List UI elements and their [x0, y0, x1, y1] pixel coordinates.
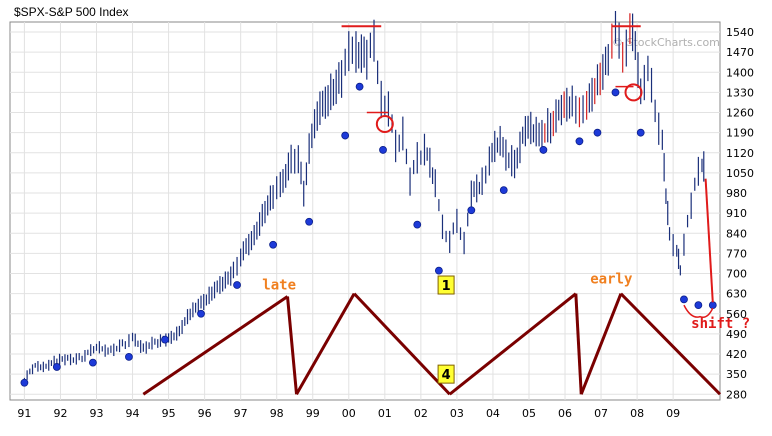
- x-tick-label: 09: [666, 407, 680, 420]
- x-tick-label: 01: [378, 407, 392, 420]
- y-tick-label: 1470: [726, 46, 754, 59]
- y-tick-label: 1540: [726, 26, 754, 39]
- x-tick-label: 99: [306, 407, 320, 420]
- plot-frame: [9, 21, 721, 401]
- x-tick-label: 92: [53, 407, 67, 420]
- annotation-early: early: [590, 272, 633, 288]
- signal-dot: [467, 206, 476, 215]
- signal-dot: [161, 335, 169, 344]
- signal-dot: [355, 82, 364, 91]
- signal-dot: [694, 301, 703, 310]
- x-tick-label: 07: [594, 407, 608, 420]
- signal-dot: [539, 146, 548, 154]
- cycle-line: [142, 295, 289, 396]
- x-tick-label: 03: [450, 407, 464, 420]
- x-tick-label: 96: [198, 407, 212, 420]
- cycle-1-box: [437, 275, 455, 295]
- y-tick-label: 840: [726, 227, 747, 240]
- cycle-line: [448, 292, 577, 396]
- cycle-line: [619, 292, 722, 396]
- y-tick-label: 1190: [726, 127, 754, 140]
- cycle-4-label: 4: [442, 368, 451, 383]
- y-tick-label: 980: [726, 187, 747, 200]
- x-tick-label: 91: [17, 407, 31, 420]
- y-tick-label: 1120: [726, 147, 754, 160]
- signal-dot: [197, 309, 205, 318]
- signal-dot: [20, 378, 29, 387]
- y-tick-label: 560: [726, 308, 747, 321]
- projection-line: [704, 178, 714, 303]
- cycle-line: [353, 292, 451, 396]
- x-tick-label: 97: [234, 407, 248, 420]
- chart-title: $SPX-S&P 500 Index: [14, 5, 129, 19]
- y-tick-label: 1330: [726, 86, 754, 99]
- signal-dot: [680, 295, 688, 304]
- y-tick-label: 700: [726, 268, 747, 281]
- signal-dot: [636, 128, 645, 137]
- signal-dot: [708, 301, 717, 310]
- x-tick-label: 02: [414, 407, 428, 420]
- cycle-line: [286, 296, 299, 395]
- signal-dot: [125, 352, 133, 361]
- signal-dot: [341, 131, 350, 140]
- x-tick-label: 06: [558, 407, 572, 420]
- x-tick-label: 05: [522, 407, 536, 420]
- signal-dot: [434, 266, 443, 275]
- x-tick-label: 00: [342, 407, 356, 420]
- signal-dot: [269, 240, 277, 249]
- y-tick-label: 350: [726, 368, 747, 381]
- shift-bracket: [683, 304, 714, 318]
- cycle-4-box: [437, 364, 455, 384]
- y-tick-label: 630: [726, 288, 747, 301]
- cycle-line: [579, 293, 623, 395]
- annotation-late: late: [262, 277, 296, 293]
- signal-dot: [52, 363, 61, 371]
- y-tick-label: 910: [726, 207, 747, 220]
- signal-dot: [305, 217, 314, 226]
- x-tick-label: 94: [126, 407, 140, 420]
- signal-dot: [379, 146, 387, 154]
- cycle-line: [574, 293, 583, 395]
- y-tick-label: 770: [726, 247, 747, 260]
- y-tick-label: 1400: [726, 66, 754, 79]
- x-tick-label: 95: [162, 407, 176, 420]
- x-tick-label: 98: [270, 407, 284, 420]
- signal-dot: [499, 186, 508, 195]
- signal-dot: [88, 358, 97, 367]
- break-circle: [624, 83, 643, 102]
- signal-dot: [413, 220, 422, 229]
- signal-dot: [611, 88, 620, 97]
- y-tick-label: 490: [726, 328, 747, 341]
- y-tick-label: 280: [726, 388, 747, 401]
- x-tick-label: 08: [630, 407, 644, 420]
- watermark-text: © StockCharts.com: [612, 36, 720, 49]
- signal-dot: [233, 281, 241, 289]
- cycle-line: [295, 292, 356, 395]
- cycle-1-label: 1: [442, 279, 451, 294]
- break-circle: [375, 115, 394, 134]
- x-tick-label: 93: [89, 407, 103, 420]
- signal-dot: [575, 137, 584, 146]
- y-tick-label: 1050: [726, 167, 754, 180]
- annotation-shift: shift ?: [691, 316, 750, 332]
- y-tick-label: 420: [726, 348, 747, 361]
- signal-dot: [593, 128, 602, 137]
- x-tick-label: 04: [486, 407, 500, 420]
- y-tick-label: 1260: [726, 107, 754, 120]
